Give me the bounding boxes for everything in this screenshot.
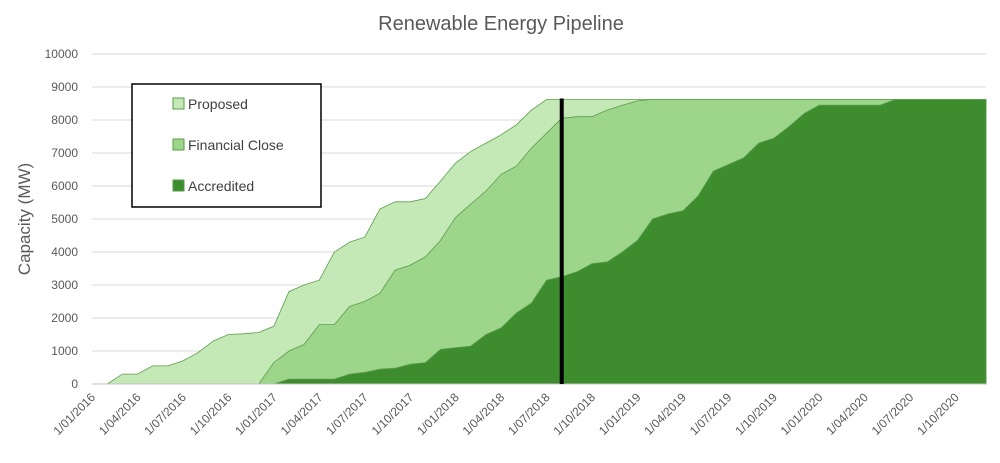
x-tick-label: 1/10/2020: [914, 390, 962, 438]
x-tick-label: 1/07/2019: [687, 390, 735, 438]
legend-swatch: [172, 138, 185, 151]
y-tick-label: 8000: [51, 113, 78, 127]
legend-swatch: [172, 179, 185, 192]
x-tick-label: 1/10/2018: [550, 390, 598, 438]
y-tick-label: 6000: [51, 179, 78, 193]
y-tick-label: 7000: [51, 146, 78, 160]
y-tick-label: 4000: [51, 245, 78, 259]
area-series: [92, 99, 987, 385]
x-tick-label: 1/01/2017: [232, 390, 280, 438]
y-axis-ticks: 0 1000 2000 3000 4000 5000 6000 7000 8000 9000 100…: [45, 47, 79, 391]
x-tick-label: 1/01/2016: [50, 390, 98, 438]
y-tick-label: 10000: [45, 47, 79, 61]
x-tick-label: 1/04/2020: [823, 390, 871, 438]
y-tick-label: 1000: [51, 344, 78, 358]
y-tick-label: 2000: [51, 311, 78, 325]
x-tick-label: 1/01/2019: [596, 390, 644, 438]
chart-title: Renewable Energy Pipeline: [378, 13, 624, 35]
y-tick-label: 9000: [51, 80, 78, 94]
legend-swatch: [172, 97, 185, 110]
y-axis-label: Capacity (MW): [15, 163, 34, 275]
x-axis-ticks: 1/01/20161/04/20161/07/20161/10/20161/01…: [50, 390, 962, 438]
y-tick-label: 5000: [51, 212, 78, 226]
y-tick-label: 3000: [51, 278, 78, 292]
x-tick-label: 1/07/2016: [141, 390, 189, 438]
x-tick-label: 1/01/2020: [778, 390, 826, 438]
x-tick-label: 1/04/2018: [460, 390, 508, 438]
x-tick-label: 1/07/2017: [323, 390, 371, 438]
y-tick-label: 0: [71, 377, 78, 391]
x-tick-label: 1/04/2017: [278, 390, 326, 438]
legend-label: Financial Close: [188, 137, 284, 153]
legend-label: Accredited: [188, 178, 254, 194]
area-accredited: [92, 99, 987, 385]
x-tick-label: 1/10/2019: [732, 390, 780, 438]
x-tick-label: 1/01/2018: [414, 390, 462, 438]
legend-box: [131, 83, 322, 208]
legend: Proposed Financial Close Accredited: [131, 83, 322, 208]
x-tick-label: 1/10/2017: [369, 390, 417, 438]
x-tick-label: 1/04/2019: [641, 390, 689, 438]
x-tick-label: 1/10/2016: [187, 390, 235, 438]
x-tick-label: 1/07/2020: [869, 390, 917, 438]
legend-label: Proposed: [188, 96, 248, 112]
x-tick-label: 1/07/2018: [505, 390, 553, 438]
x-tick-label: 1/04/2016: [96, 390, 144, 438]
